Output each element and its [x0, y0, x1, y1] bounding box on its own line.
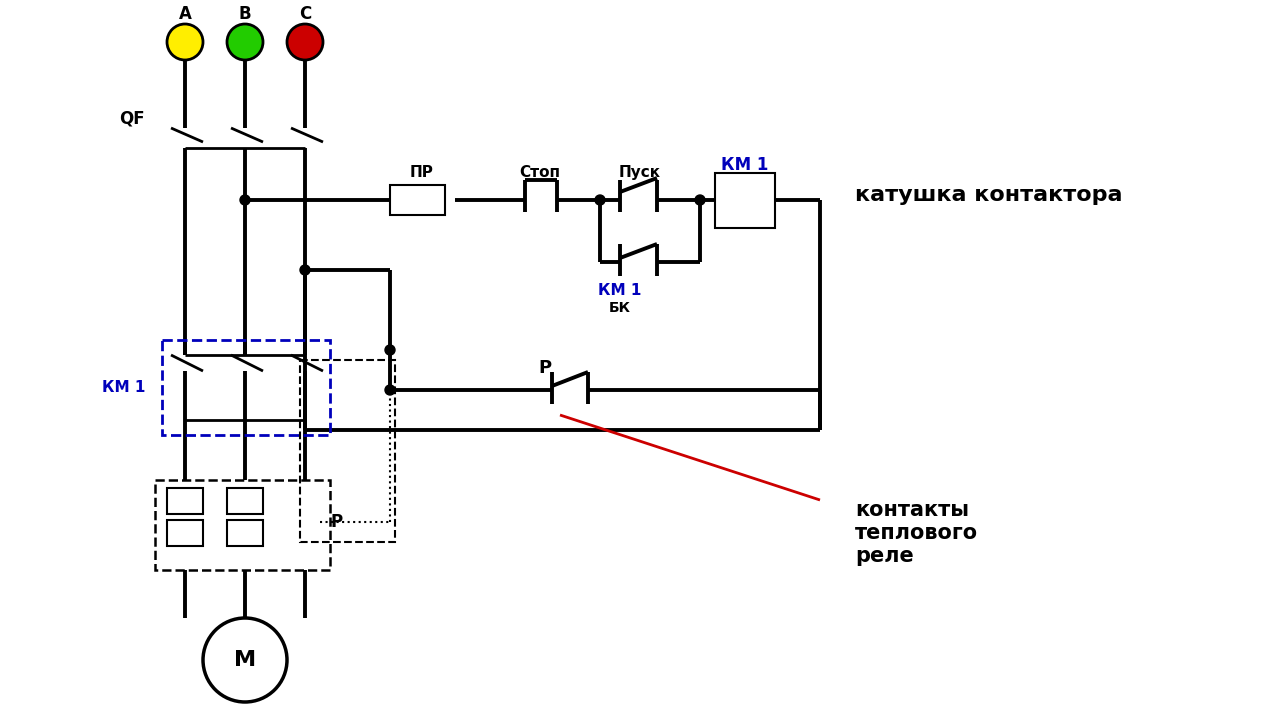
Text: КМ 1: КМ 1	[101, 379, 145, 395]
Circle shape	[287, 24, 323, 60]
Bar	[163, 340, 330, 435]
Circle shape	[695, 195, 705, 205]
Bar	[166, 488, 204, 514]
Text: контакты
теплового
реле: контакты теплового реле	[855, 500, 978, 567]
Circle shape	[166, 24, 204, 60]
Text: В: В	[238, 5, 251, 23]
Text: КМ 1: КМ 1	[722, 156, 769, 174]
Text: КМ 1: КМ 1	[598, 282, 641, 297]
Text: Р: Р	[330, 513, 342, 531]
Circle shape	[227, 24, 262, 60]
Bar	[166, 520, 204, 546]
Text: БК: БК	[609, 301, 631, 315]
Text: ПР: ПР	[410, 164, 434, 179]
Bar	[300, 360, 396, 542]
Circle shape	[595, 195, 605, 205]
Circle shape	[241, 195, 250, 205]
Circle shape	[385, 345, 396, 355]
Text: QF: QF	[119, 109, 145, 127]
Bar	[716, 173, 774, 228]
Bar	[155, 480, 330, 570]
Circle shape	[204, 618, 287, 702]
Text: Стоп: Стоп	[520, 164, 561, 179]
Text: Р: Р	[539, 359, 552, 377]
Text: М: М	[234, 650, 256, 670]
Bar	[227, 488, 262, 514]
Text: катушка контактора: катушка контактора	[855, 185, 1123, 205]
Bar	[227, 520, 262, 546]
Bar	[390, 185, 445, 215]
Circle shape	[385, 385, 396, 395]
Circle shape	[300, 265, 310, 275]
Text: А: А	[179, 5, 192, 23]
Text: С: С	[298, 5, 311, 23]
Text: Пуск: Пуск	[620, 164, 660, 179]
